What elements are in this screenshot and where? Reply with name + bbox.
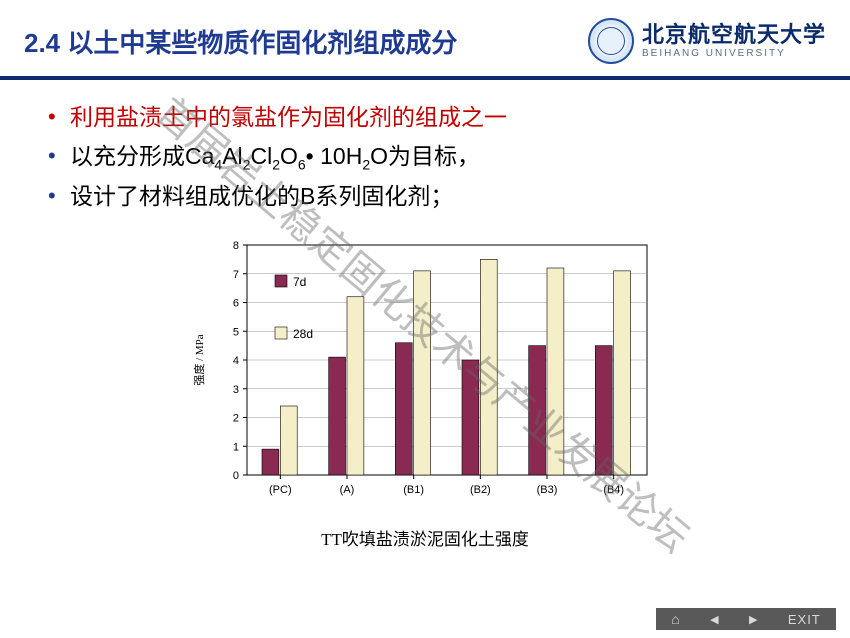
svg-text:强度 / MPa: 强度 / MPa <box>192 334 206 385</box>
svg-text:(B4): (B4) <box>603 484 624 496</box>
t: Al <box>222 143 242 169</box>
t: Cl <box>250 143 272 169</box>
svg-text:7: 7 <box>233 268 239 280</box>
svg-text:(PC): (PC) <box>269 484 292 496</box>
svg-text:4: 4 <box>233 355 239 367</box>
svg-text:6: 6 <box>233 297 239 309</box>
bullet-2: 以充分形成Ca4Al2Cl2O6• 10H2O为目标， <box>70 137 790 177</box>
svg-text:(A): (A) <box>340 484 355 496</box>
svg-text:5: 5 <box>233 326 239 338</box>
svg-text:(B2): (B2) <box>470 484 491 496</box>
beihang-logo-icon <box>588 18 634 64</box>
section-title: 2.4 以土中某些物质作固化剂组成成分 <box>24 23 457 60</box>
t: • 10H <box>306 143 363 169</box>
svg-text:8: 8 <box>233 240 239 252</box>
bar-chart: 0 1 2 3 4 5 6 7 8 强度 / MPa (PC) (A) (B1) (B2) (B3) (B4)… <box>185 235 665 515</box>
bullet-2-text: 以充分形成Ca <box>70 143 214 169</box>
home-button[interactable]: ⌂ <box>671 611 679 627</box>
svg-text:7d: 7d <box>293 275 306 289</box>
bullet-list: 利用盐渍土中的氯盐作为固化剂的组成之一 以充分形成Ca4Al2Cl2O6• 10… <box>0 98 850 217</box>
slide-header: 2.4 以土中某些物质作固化剂组成成分 北京航空航天大学 BEIHANG UNI… <box>0 0 850 72</box>
bullet-1: 利用盐渍土中的氯盐作为固化剂的组成之一 <box>70 98 790 137</box>
sub: 2 <box>272 157 280 173</box>
svg-text:0: 0 <box>233 470 239 482</box>
footer-nav: ⌂ ◀ ▶ EXIT <box>656 608 836 630</box>
sub: 2 <box>362 157 370 173</box>
svg-text:1: 1 <box>233 441 239 453</box>
university-name-en: BEIHANG UNIVERSITY <box>642 48 826 59</box>
chart-svg: 0 1 2 3 4 5 6 7 8 强度 / MPa (PC) (A) (B1) (B2) (B3) (B4)… <box>185 235 665 515</box>
nav-bar: ⌂ ◀ ▶ EXIT <box>656 608 836 630</box>
sub: 6 <box>298 157 306 173</box>
chart-caption: TT吹填盐渍淤泥固化土强度 <box>0 525 850 550</box>
title-rule <box>0 76 850 80</box>
t: O <box>280 143 298 169</box>
university-text: 北京航空航天大学 BEIHANG UNIVERSITY <box>642 23 826 58</box>
svg-text:(B1): (B1) <box>403 484 424 496</box>
prev-button[interactable]: ◀ <box>710 613 718 626</box>
university-name-cn: 北京航空航天大学 <box>642 23 826 47</box>
t: O为目标， <box>370 143 480 169</box>
next-button[interactable]: ▶ <box>749 613 757 626</box>
svg-text:3: 3 <box>233 383 239 395</box>
svg-text:2: 2 <box>233 412 239 424</box>
bullet-3: 设计了材料组成优化的B系列固化剂； <box>70 177 790 216</box>
svg-text:(B3): (B3) <box>537 484 558 496</box>
svg-text:28d: 28d <box>293 327 313 341</box>
exit-button[interactable]: EXIT <box>788 612 821 627</box>
university-block: 北京航空航天大学 BEIHANG UNIVERSITY <box>588 18 826 64</box>
